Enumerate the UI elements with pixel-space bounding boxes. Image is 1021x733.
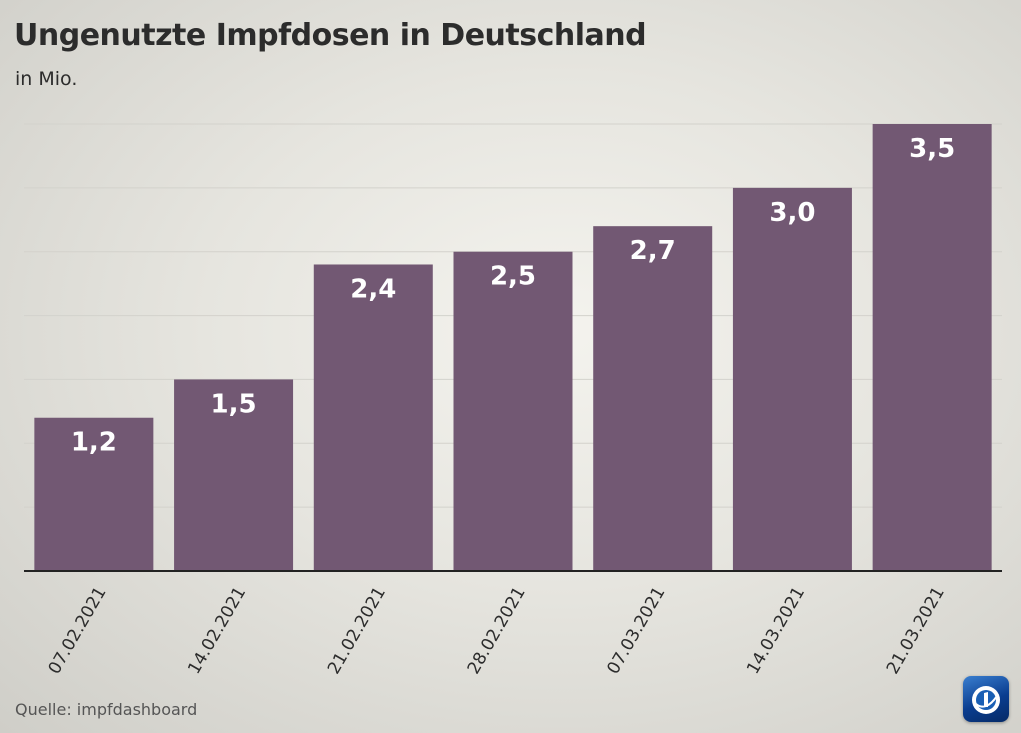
x-tick-label: 14.03.2021	[743, 584, 809, 678]
x-tick-label: 21.03.2021	[883, 583, 949, 677]
value-label: 2,4	[350, 274, 396, 304]
value-labels: 1,2 1,5 2,4 2,5 2,7 3,0 3,5	[71, 134, 955, 458]
x-tick-label: 21.02.2021	[324, 584, 390, 678]
x-tick-label: 14.02.2021	[184, 584, 250, 678]
bar-21.03.2021	[872, 124, 992, 571]
x-tick-labels: 07.02.2021 14.02.2021 21.02.2021 28.02.2021…	[45, 583, 949, 677]
bar-14.02.2021	[174, 379, 294, 571]
value-label: 2,5	[490, 262, 536, 292]
value-label: 1,5	[211, 389, 257, 419]
bars	[34, 124, 992, 571]
ard-tagesschau-logo-icon	[963, 676, 1009, 722]
x-tick-label: 28.02.2021	[464, 584, 530, 678]
value-label: 1,2	[71, 428, 117, 458]
chart-title: Ungenutzte Impfdosen in Deutschland	[14, 18, 647, 53]
bar-07.02.2021	[34, 417, 154, 571]
value-label: 3,5	[909, 134, 955, 164]
chart-subtitle: in Mio.	[15, 68, 78, 90]
x-tick-label: 07.02.2021	[45, 584, 111, 678]
value-label: 3,0	[769, 198, 815, 228]
value-label: 2,7	[630, 236, 676, 266]
bar-14.03.2021	[732, 187, 852, 571]
x-tick-label: 07.03.2021	[603, 584, 669, 678]
bar-07.03.2021	[593, 226, 713, 571]
bar-21.02.2021	[313, 264, 433, 571]
source-note: Quelle: impfdashboard	[15, 700, 198, 719]
bar-28.02.2021	[453, 251, 573, 571]
